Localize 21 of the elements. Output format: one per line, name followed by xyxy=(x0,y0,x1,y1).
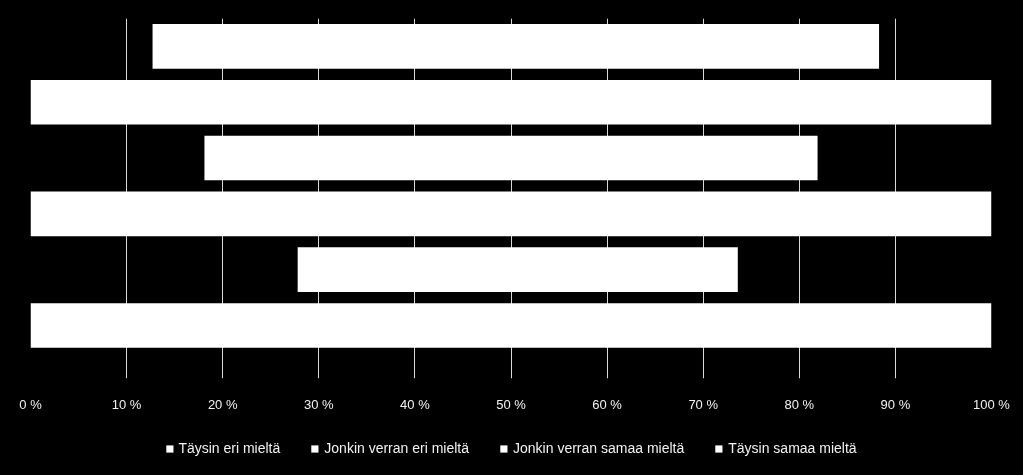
legend-label: Jonkin verran samaa mieltä xyxy=(513,440,685,456)
x-tick-label: 0 % xyxy=(19,396,43,412)
x-tick-label: 60 % xyxy=(592,396,623,412)
legend-label: Täysin samaa mieltä xyxy=(728,440,857,456)
x-tick-label: 90 % xyxy=(880,396,911,412)
bar xyxy=(30,191,992,237)
x-tick-label: 100 % xyxy=(973,396,1011,412)
bar xyxy=(30,79,992,125)
bar xyxy=(204,135,818,181)
legend-label: Täysin eri mieltä xyxy=(178,440,281,456)
legend-label: Jonkin verran eri mieltä xyxy=(324,440,470,456)
x-tick-label: 30 % xyxy=(303,396,335,412)
x-tick-label: 20 % xyxy=(207,396,238,412)
bar xyxy=(152,24,880,69)
x-tick-label: 80 % xyxy=(784,396,815,412)
x-tick-label: 70 % xyxy=(688,396,719,412)
x-tick-label: 40 % xyxy=(400,396,431,412)
x-tick-label: 50 % xyxy=(496,396,527,412)
bar xyxy=(297,247,738,292)
bar xyxy=(30,303,992,348)
x-tick-label: 10 % xyxy=(111,396,142,412)
